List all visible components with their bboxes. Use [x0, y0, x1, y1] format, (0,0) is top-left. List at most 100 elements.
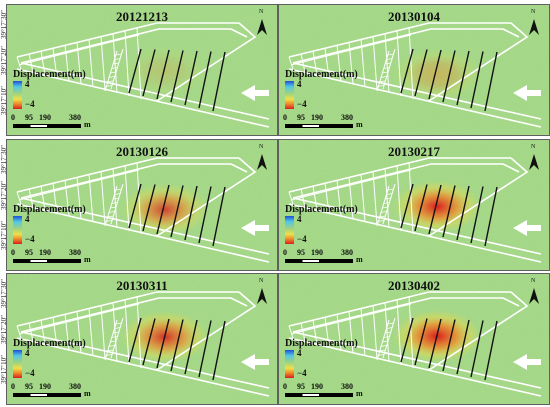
scale-bar — [13, 259, 81, 263]
scale-unit: m — [84, 120, 91, 129]
north-arrow-icon: N — [255, 9, 269, 37]
displacement-anomaly — [393, 180, 481, 233]
scale-tick-label: 380 — [69, 382, 81, 391]
legend-max-label: 4 — [297, 348, 302, 358]
advance-direction-arrow — [241, 220, 269, 236]
panel-date: 20130217 — [388, 144, 440, 159]
legend-title: Displacement(m) — [13, 69, 86, 80]
legend-max-label: 4 — [297, 79, 302, 89]
scale-tick-label: 380 — [341, 382, 353, 391]
legend-title: Displacement(m) — [285, 69, 358, 80]
color-ramp — [13, 350, 22, 378]
advance-direction-arrow — [241, 354, 269, 370]
north-arrow-icon: N — [255, 144, 269, 172]
advance-direction-arrow — [513, 354, 541, 370]
color-ramp — [285, 81, 294, 109]
displacement-anomaly — [121, 45, 209, 97]
scale-tick-label: 190 — [39, 382, 51, 391]
scale-tick-label: 190 — [311, 382, 323, 391]
working-face-lines — [128, 317, 226, 381]
scale-tick-label: 190 — [311, 113, 323, 122]
legend-title: Displacement(m) — [285, 338, 358, 349]
scale-tick-label: 95 — [25, 248, 33, 257]
displacement-anomaly — [393, 48, 481, 101]
north-arrow-icon: N — [255, 278, 269, 306]
scale-tick-label: 380 — [341, 248, 353, 257]
displacement-map — [279, 274, 549, 404]
scale-tick-label: 95 — [297, 248, 305, 257]
legend-min-label: −4 — [297, 234, 307, 244]
map-panel-1: 20121213 N Displacement(m) 4 −4 0 95 190 380 m — [6, 4, 278, 136]
scale-bar — [285, 393, 353, 397]
legend-min-label: −4 — [25, 99, 35, 109]
north-label: N — [259, 144, 264, 150]
scale-unit: m — [84, 255, 91, 264]
map-panel-4: 20130217 N Displacement(m) 4 −4 0 95 190 380 m — [278, 139, 550, 271]
scale-tick-label: 380 — [69, 248, 81, 257]
scale-tick-label: 0 — [11, 248, 15, 257]
working-face-lines — [400, 317, 498, 381]
advance-direction-arrow — [513, 85, 541, 101]
map-panel-5: 20130311 N Displacement(m) 4 −4 0 95 190 380 m — [6, 273, 278, 405]
latitude-label: 39°17’30″ — [0, 145, 8, 175]
north-label: N — [259, 278, 264, 284]
workface-outline — [16, 22, 270, 128]
working-face-lines — [128, 48, 226, 112]
map-panel-3: 20130126 N Displacement(m) 4 −4 0 95 190 380 m — [6, 139, 278, 271]
color-ramp — [13, 81, 22, 109]
map-panel-6: 20130402 N Displacement(m) 4 −4 0 95 190 380 m — [278, 273, 550, 405]
scale-tick-label: 190 — [311, 248, 323, 257]
legend-min-label: −4 — [25, 234, 35, 244]
scale-tick-label: 380 — [69, 113, 81, 122]
panel-date: 20130311 — [116, 278, 168, 293]
scale-unit: m — [356, 120, 363, 129]
north-label: N — [531, 278, 536, 284]
latitude-label: 39°17’20″ — [0, 181, 8, 211]
north-label: N — [259, 9, 264, 15]
displacement-map — [279, 140, 549, 270]
north-arrow-icon: N — [527, 144, 541, 172]
color-ramp — [285, 350, 294, 378]
scale-tick-label: 0 — [283, 382, 287, 391]
latitude-label: 39°17’20″ — [0, 46, 8, 76]
legend-max-label: 4 — [25, 79, 30, 89]
workface-outline — [288, 291, 542, 397]
displacement-map — [7, 5, 277, 135]
legend-max-label: 4 — [25, 348, 30, 358]
panel-date: 20130104 — [388, 9, 440, 24]
color-ramp — [285, 216, 294, 244]
latitude-label: 39°17’20″ — [0, 315, 8, 345]
working-face-lines — [400, 48, 498, 112]
scale-tick-label: 0 — [11, 113, 15, 122]
legend-min-label: −4 — [297, 368, 307, 378]
displacement-map — [7, 274, 277, 404]
scale-tick-label: 95 — [25, 382, 33, 391]
scale-unit: m — [356, 389, 363, 398]
scale-bar — [13, 124, 81, 128]
latitude-label: 39°17’30″ — [0, 10, 8, 40]
scale-tick-label: 95 — [25, 113, 33, 122]
workface-outline — [288, 157, 542, 263]
scale-unit: m — [84, 389, 91, 398]
displacement-map — [7, 140, 277, 270]
latitude-label: 39°17’10″ — [0, 355, 8, 385]
advance-direction-arrow — [513, 220, 541, 236]
legend-title: Displacement(m) — [13, 204, 86, 215]
working-face-lines — [400, 183, 498, 247]
latitude-label: 39°17’10″ — [0, 86, 8, 116]
north-label: N — [531, 9, 536, 15]
displacement-anomaly — [121, 183, 209, 236]
displacement-map — [279, 5, 549, 135]
color-ramp — [13, 216, 22, 244]
legend-max-label: 4 — [297, 214, 302, 224]
scale-tick-label: 0 — [283, 113, 287, 122]
legend-max-label: 4 — [25, 214, 30, 224]
map-panel-2: 20130104 N Displacement(m) 4 −4 0 95 190 380 m — [278, 4, 550, 136]
latitude-label: 39°17’30″ — [0, 279, 8, 309]
workface-outline — [16, 291, 270, 397]
scale-tick-label: 190 — [39, 113, 51, 122]
north-arrow-icon: N — [527, 278, 541, 306]
legend-min-label: −4 — [25, 368, 35, 378]
legend-title: Displacement(m) — [13, 338, 86, 349]
scale-tick-label: 0 — [11, 382, 15, 391]
